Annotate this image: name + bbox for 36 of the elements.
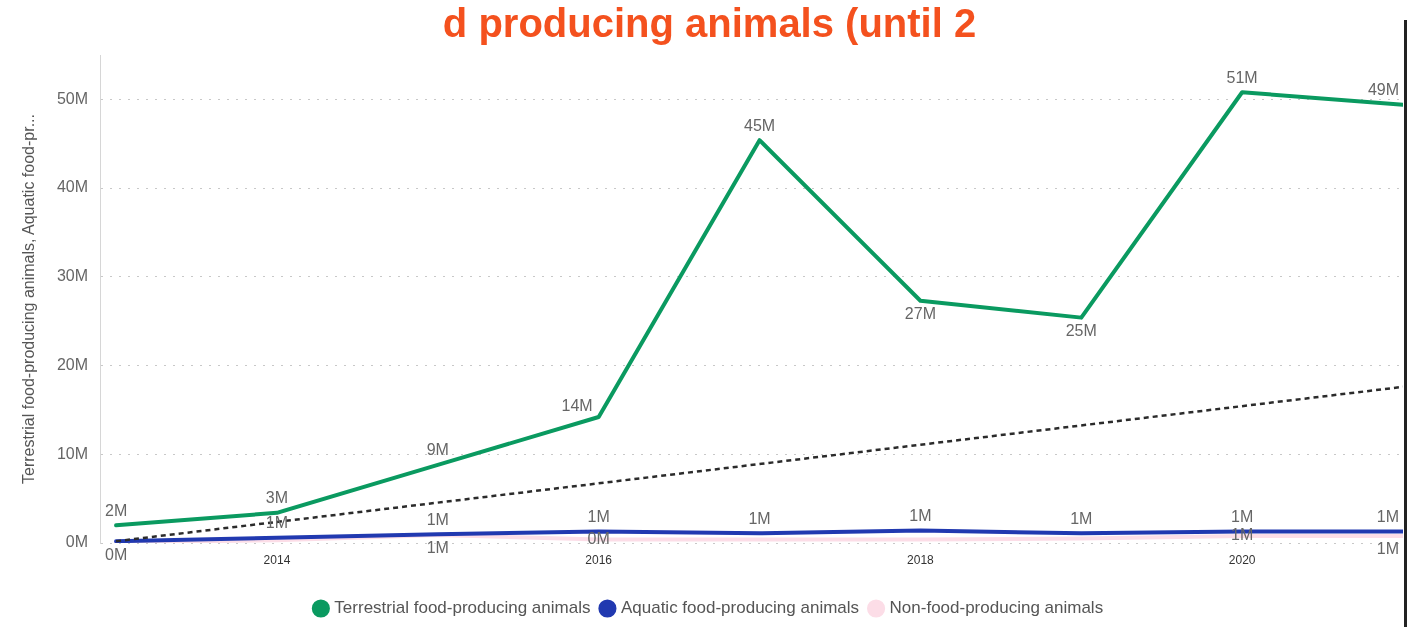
data-label: 14M	[561, 397, 593, 415]
data-label: 51M	[1226, 68, 1258, 86]
data-label: 0M	[104, 545, 128, 563]
x-tick-label: 2018	[907, 552, 935, 567]
data-label: 45M	[743, 116, 776, 134]
data-label: 1M	[426, 539, 449, 557]
data-label: 1M	[748, 509, 771, 527]
data-label: 25M	[1065, 322, 1097, 340]
data-label: 3M	[265, 489, 289, 507]
chart-title: d producing animals (until 2	[442, 1, 977, 46]
data-label: 1M	[909, 506, 932, 524]
y-tick-label: 40M	[56, 178, 88, 196]
x-tick-label: 2014	[263, 552, 291, 567]
x-tick-label: 2016	[585, 552, 613, 567]
data-label: 1M	[1231, 507, 1254, 525]
data-label: 1M	[426, 510, 449, 528]
y-tick-label: 20M	[56, 355, 88, 373]
data-label: 9M	[426, 441, 449, 459]
y-tick-label: 10M	[56, 444, 88, 462]
data-label: 1M	[1376, 507, 1399, 525]
y-axis-title: Terrestrial food-producing animals, Aquatic food-pr...	[20, 114, 38, 484]
y-tick-label: 30M	[56, 267, 88, 285]
data-label: 1M	[265, 514, 289, 532]
data-label: 1M	[587, 507, 610, 525]
x-tick-label: 2020	[1228, 552, 1256, 567]
y-tick-label: 0M	[65, 533, 88, 551]
data-label: 49M	[1367, 81, 1399, 99]
data-label: 0M	[587, 529, 610, 547]
data-label: 27M	[904, 305, 936, 323]
y-tick-label: 50M	[56, 89, 88, 107]
legend-label: Aquatic food-producing animals	[620, 598, 860, 618]
data-label: 1M	[1070, 509, 1093, 527]
legend-label: Terrestrial food-producing animals	[334, 598, 591, 618]
data-label: 1M	[1376, 540, 1399, 558]
data-label: 2M	[104, 501, 128, 519]
legend-label: Non-food-producing animals	[889, 598, 1104, 618]
